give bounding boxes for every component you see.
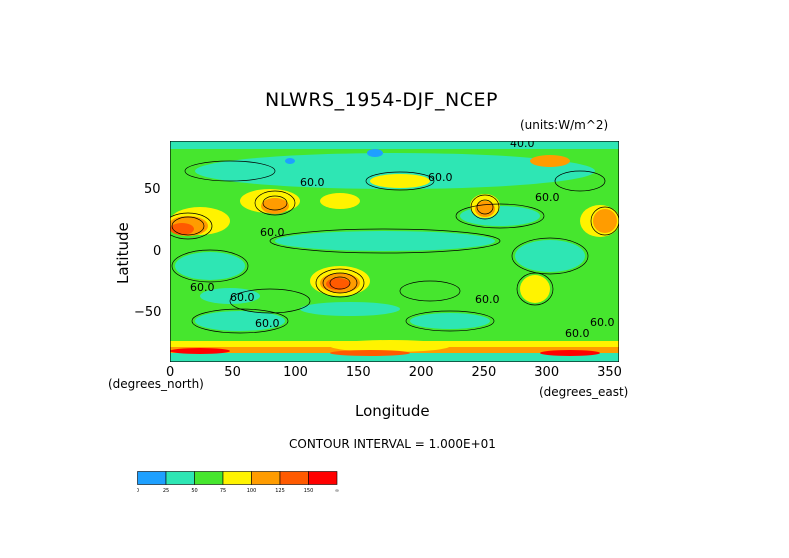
y-axis-title: Latitude — [114, 222, 132, 284]
contour-line — [590, 206, 619, 236]
colorbar-level-label: 75 — [220, 488, 226, 494]
heatmap-cell — [367, 149, 383, 157]
heatmap-plot: 40.060.060.060.060.0 60.060.060.060.060.0… — [170, 141, 619, 362]
contour-line — [554, 170, 606, 192]
heatmap-cell — [200, 288, 260, 304]
contour-line — [329, 276, 351, 290]
x-tick-label: 0 — [166, 365, 175, 380]
contour-line — [269, 228, 501, 254]
heatmap-cell — [320, 193, 360, 209]
heatmap-cell — [170, 348, 230, 354]
contour-line — [171, 216, 205, 236]
y-tick-label: 50 — [144, 182, 161, 198]
y-tick-label: −50 — [134, 304, 162, 320]
contour-line — [476, 199, 494, 215]
contour-line — [405, 310, 495, 332]
colorbar-level-label: ∞ — [335, 488, 339, 494]
contour-label: 60.0 — [260, 226, 285, 239]
contour-label: 60.0 — [300, 176, 325, 189]
colorbar-level-label: 0 — [137, 488, 139, 494]
contour-line — [322, 272, 358, 294]
contour-line — [254, 190, 296, 216]
x-tick-label: 100 — [283, 365, 308, 380]
x-tick-label: 300 — [534, 365, 560, 380]
heatmap-cell — [410, 313, 490, 329]
colorbar-swatch — [251, 471, 281, 485]
x-unit-note: (degrees_east) — [539, 385, 629, 399]
contour-label: 60.0 — [255, 317, 280, 330]
contour-line — [455, 203, 545, 229]
contour-label: 60.0 — [475, 293, 500, 306]
heatmap-cell — [300, 302, 400, 316]
colorbar-swatch — [137, 471, 167, 485]
heatmap-cell — [520, 275, 550, 303]
colorbar-swatch — [222, 471, 252, 485]
colorbar-swatch — [165, 471, 195, 485]
contour-line — [170, 212, 213, 240]
y-tick-label: 0 — [153, 243, 162, 259]
colorbar: 0 25 50 75 100 125 150 ∞ — [137, 471, 339, 494]
x-tick-label: 250 — [471, 365, 497, 380]
contour-label: 60.0 — [190, 281, 215, 294]
contour-line — [516, 272, 554, 306]
contour-line — [229, 288, 311, 314]
heatmap-cell — [330, 340, 450, 352]
heatmap-cell — [175, 252, 245, 280]
contour-label: 60.0 — [565, 327, 590, 340]
chart-title: NLWRS_1954-DJF_NCEP — [265, 89, 498, 111]
contour-line — [171, 249, 249, 283]
colorbar-level-label: 50 — [191, 488, 197, 494]
colorbar-swatch — [279, 471, 309, 485]
colorbar-level-label: 25 — [163, 488, 169, 494]
contour-line — [365, 171, 435, 191]
contour-line — [399, 280, 461, 302]
heatmap-cell — [515, 240, 585, 272]
contour-interval-note: CONTOUR INTERVAL = 1.000E+01 — [289, 437, 496, 451]
heatmap-cell — [330, 350, 410, 356]
contour-label: 60.0 — [535, 191, 560, 204]
contour-label: 60.0 — [590, 316, 615, 329]
x-axis-title: Longitude — [355, 402, 430, 420]
x-tick-label: 50 — [224, 365, 241, 380]
contour-line — [315, 268, 365, 298]
heatmap-cell — [170, 353, 619, 362]
heatmap-cell — [540, 350, 600, 356]
colorbar-level-label: 100 — [247, 488, 257, 494]
colorbar-swatch — [308, 471, 338, 485]
x-tick-label: 150 — [345, 365, 371, 380]
units-label: (units:W/m^2) — [520, 118, 609, 132]
heatmap-cell — [530, 155, 570, 167]
contour-line — [262, 195, 288, 211]
contour-line — [511, 237, 589, 275]
heatmap-cell — [170, 223, 194, 235]
heatmap-cell — [370, 174, 430, 188]
x-tick-label: 200 — [408, 365, 434, 380]
colorbar-swatch — [194, 471, 224, 485]
heatmap-cell — [195, 311, 285, 331]
colorbar-level-label: 150 — [304, 488, 314, 494]
contour-line — [184, 160, 276, 182]
heatmap-cell — [261, 198, 289, 214]
heatmap-cell — [593, 209, 617, 233]
contour-label: 60.0 — [428, 171, 453, 184]
x-tick-label: 350 — [597, 365, 622, 380]
heatmap-cell — [326, 278, 350, 290]
colorbar-level-label: 125 — [275, 488, 285, 494]
contour-label: 40.0 — [510, 141, 535, 150]
heatmap-cell — [275, 231, 495, 251]
contour-label: 60.0 — [230, 291, 255, 304]
heatmap-cell — [170, 141, 619, 149]
heatmap-cell — [285, 158, 295, 164]
y-unit-note: (degrees_north) — [108, 377, 204, 391]
